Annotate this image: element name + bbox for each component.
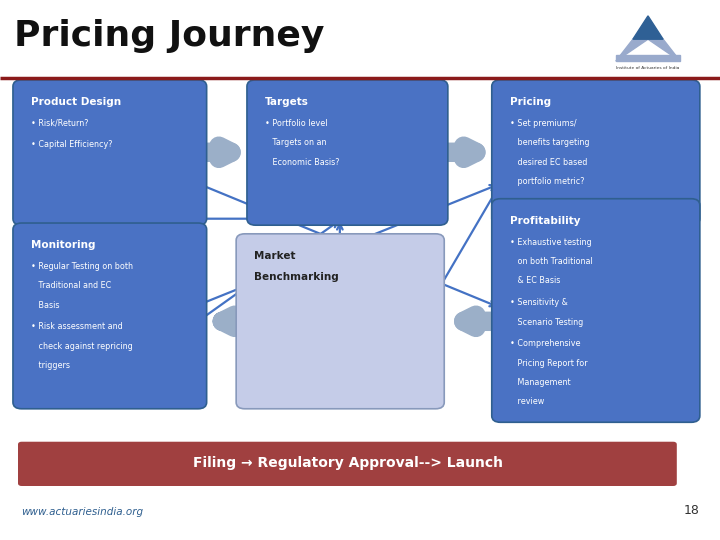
- Text: Filing → Regulatory Approval--> Launch: Filing → Regulatory Approval--> Launch: [193, 456, 503, 470]
- Text: review: review: [510, 397, 544, 407]
- Text: Pricing Journey: Pricing Journey: [14, 19, 325, 53]
- Text: Pricing: Pricing: [510, 97, 551, 107]
- FancyBboxPatch shape: [492, 80, 700, 225]
- Text: Monitoring: Monitoring: [31, 240, 96, 251]
- Text: Targets on an: Targets on an: [265, 138, 326, 147]
- Text: • Set premiums/: • Set premiums/: [510, 119, 577, 128]
- Polygon shape: [648, 39, 680, 61]
- Text: • Portfolio level: • Portfolio level: [265, 119, 328, 128]
- FancyBboxPatch shape: [492, 199, 700, 422]
- Polygon shape: [633, 16, 663, 39]
- Text: Scenario Testing: Scenario Testing: [510, 318, 583, 327]
- Text: Targets: Targets: [265, 97, 309, 107]
- Text: Basis: Basis: [31, 301, 60, 310]
- Text: Market: Market: [254, 251, 296, 261]
- FancyBboxPatch shape: [13, 80, 207, 225]
- Text: Pricing Report for: Pricing Report for: [510, 359, 588, 368]
- Text: Institute of Actuaries of India: Institute of Actuaries of India: [616, 66, 680, 70]
- FancyBboxPatch shape: [18, 442, 677, 486]
- Text: triggers: triggers: [31, 361, 70, 370]
- Text: • Comprehensive: • Comprehensive: [510, 339, 580, 348]
- Text: • Capital Efficiency?: • Capital Efficiency?: [31, 140, 112, 150]
- Polygon shape: [616, 55, 680, 61]
- Text: Product Design: Product Design: [31, 97, 121, 107]
- Polygon shape: [616, 39, 648, 61]
- Text: portfolio metric?: portfolio metric?: [510, 177, 584, 186]
- Text: • Exhaustive testing: • Exhaustive testing: [510, 238, 591, 247]
- Text: Profitability: Profitability: [510, 216, 580, 226]
- Text: benefits targeting: benefits targeting: [510, 138, 589, 147]
- Text: www.actuariesindia.org: www.actuariesindia.org: [22, 507, 144, 517]
- Text: 18: 18: [684, 504, 700, 517]
- Text: on both Traditional: on both Traditional: [510, 257, 593, 266]
- Text: desired EC based: desired EC based: [510, 158, 587, 167]
- Text: • Sensitivity &: • Sensitivity &: [510, 298, 567, 307]
- Text: • Regular Testing on both: • Regular Testing on both: [31, 262, 133, 271]
- FancyBboxPatch shape: [13, 223, 207, 409]
- Text: Benchmarking: Benchmarking: [254, 272, 339, 282]
- Text: • Risk assessment and: • Risk assessment and: [31, 322, 122, 332]
- Text: check against repricing: check against repricing: [31, 342, 132, 351]
- FancyBboxPatch shape: [247, 80, 448, 225]
- Text: • Risk/Return?: • Risk/Return?: [31, 119, 89, 128]
- FancyBboxPatch shape: [236, 234, 444, 409]
- Text: Management: Management: [510, 378, 570, 387]
- Text: & EC Basis: & EC Basis: [510, 276, 560, 286]
- Text: Economic Basis?: Economic Basis?: [265, 158, 339, 167]
- Text: Traditional and EC: Traditional and EC: [31, 281, 111, 291]
